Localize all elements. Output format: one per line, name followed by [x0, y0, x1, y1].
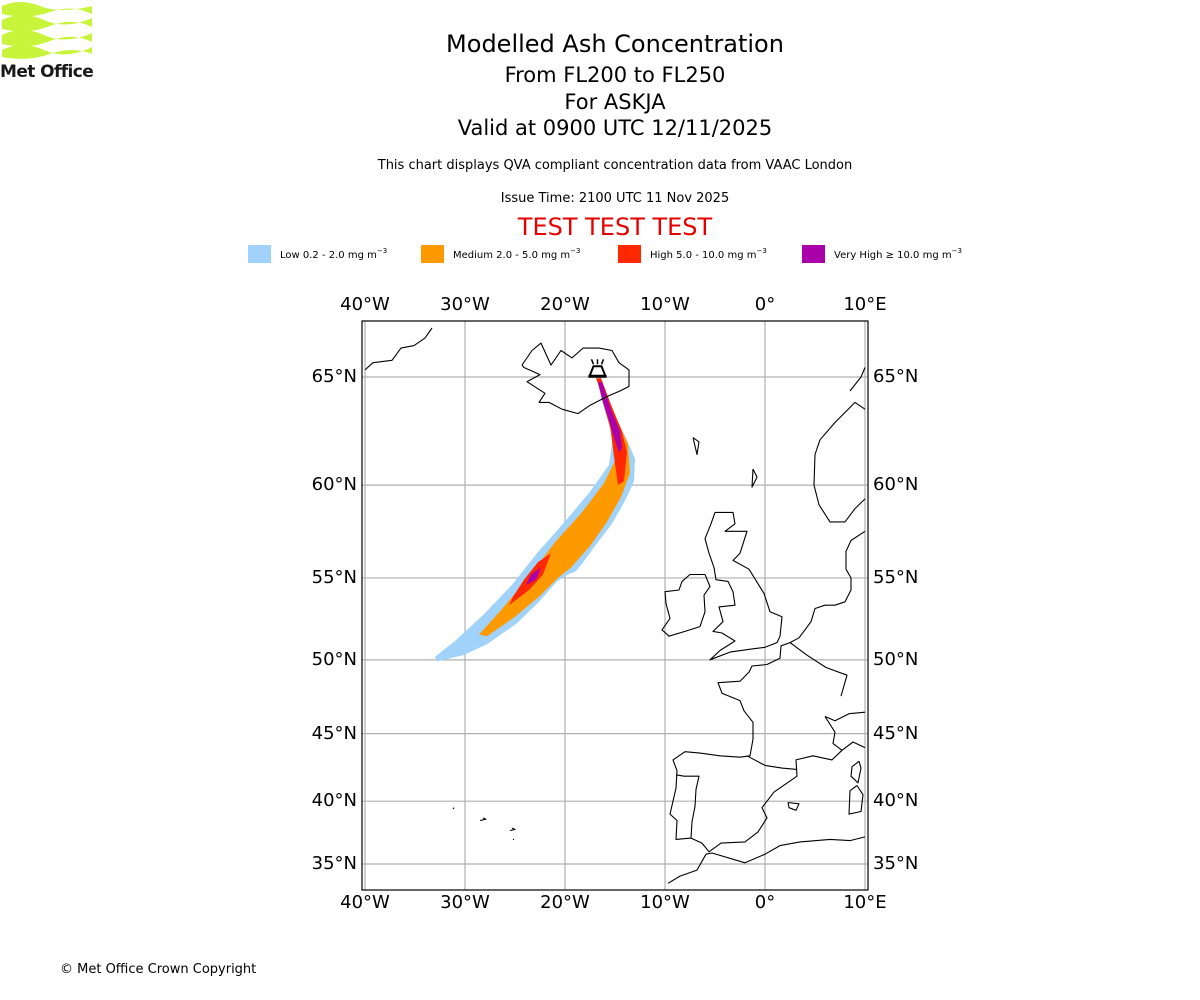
- coastline-great-britain: [704, 511, 783, 661]
- coastline-azores3: [452, 807, 455, 810]
- legend-item-very-high: Very High ≥ 10.0 mg m−3: [802, 244, 962, 264]
- coastline-portugal-spain: [675, 774, 700, 839]
- lon-tick-bottom: 20°W: [540, 892, 590, 913]
- coastline-iceland: [521, 342, 630, 415]
- coastline-africa: [667, 836, 866, 884]
- legend-item-low: Low 0.2 - 2.0 mg m−3: [248, 244, 387, 264]
- lat-tick-right: 35°N: [873, 853, 919, 874]
- legend-swatch-high: [618, 245, 641, 263]
- valid-time: Valid at 0900 UTC 12/11/2025: [457, 116, 773, 140]
- legend-label-very-high: Very High ≥ 10.0 mg m−3: [834, 247, 962, 261]
- met-office-logo: Met Office: [0, 0, 95, 82]
- legend-swatch-medium: [421, 245, 444, 263]
- copyright: © Met Office Crown Copyright: [60, 962, 257, 977]
- legend-item-medium: Medium 2.0 - 5.0 mg m−3: [421, 244, 580, 264]
- lat-tick-right: 60°N: [873, 474, 919, 496]
- coastline-greenland: [364, 327, 433, 371]
- logo-text: Met Office: [0, 62, 94, 82]
- coastline-norway: [813, 401, 866, 523]
- lat-tick-left: 55°N: [311, 566, 357, 588]
- coastline-faroe: [692, 437, 700, 456]
- ash-plume: [435, 377, 635, 662]
- met-office-wave-icon: [2, 2, 92, 59]
- coastline-sardinia: [848, 785, 864, 815]
- ash-region-medium: [479, 378, 630, 637]
- lat-tick-right: 50°N: [873, 648, 919, 670]
- volcano-plume-lines: [590, 359, 605, 365]
- lat-tick-right: 65°N: [873, 366, 919, 387]
- map-frame: [361, 320, 869, 891]
- lon-tick-bottom: 0°: [754, 892, 776, 913]
- graticule: [362, 321, 868, 890]
- legend-label-medium: Medium 2.0 - 5.0 mg m−3: [453, 247, 581, 261]
- test-banner: TEST TEST TEST: [517, 213, 713, 241]
- coastlines: [364, 327, 866, 884]
- ash-region-very-high: [526, 567, 541, 585]
- coastline-alps: [824, 716, 843, 751]
- legend-label-high: High 5.0 - 10.0 mg m−3: [650, 247, 767, 261]
- coastline-norway-north: [849, 367, 866, 392]
- lat-tick-right: 45°N: [873, 722, 919, 744]
- lat-tick-right: 40°N: [873, 790, 919, 812]
- ash-region-high: [596, 378, 627, 486]
- lon-tick-top: 0°: [754, 294, 776, 315]
- coastline-pyrenees: [746, 755, 798, 770]
- lat-tick-left: 60°N: [311, 474, 357, 496]
- lon-tick-top: 20°W: [540, 294, 590, 315]
- lon-tick-top: 40°W: [340, 294, 390, 315]
- coastline-azores: [509, 827, 516, 832]
- compliance-note: This chart displays QVA compliant concen…: [377, 158, 853, 173]
- ash-region-very-high: [598, 381, 622, 453]
- legend-swatch-very-high: [802, 245, 825, 263]
- coastline-france-germany-border: [789, 642, 848, 697]
- lon-tick-top: 30°W: [440, 294, 490, 315]
- lat-tick-left: 50°N: [311, 648, 357, 670]
- coastline-azores2: [479, 817, 487, 822]
- lon-tick-bottom: 40°W: [340, 892, 390, 913]
- volcano-name: For ASKJA: [564, 90, 666, 114]
- legend-item-high: High 5.0 - 10.0 mg m−3: [618, 244, 767, 264]
- coastline-continent-north: [669, 577, 866, 853]
- lat-tick-left: 45°N: [311, 722, 357, 744]
- lon-tick-top: 10°W: [640, 294, 690, 315]
- coastline-ireland: [661, 573, 711, 637]
- lat-tick-left: 40°N: [311, 790, 357, 812]
- lat-tick-left: 35°N: [311, 853, 357, 874]
- lon-tick-bottom: 30°W: [440, 892, 490, 913]
- legend-swatch-low: [248, 245, 271, 263]
- coastline-mallorca: [787, 801, 800, 811]
- lat-tick-right: 55°N: [873, 566, 919, 588]
- lat-tick-left: 65°N: [311, 366, 357, 387]
- coastline-corsica: [850, 760, 862, 784]
- volcano-icon: [588, 359, 607, 378]
- legend-label-low: Low 0.2 - 2.0 mg m−3: [280, 247, 388, 261]
- flight-level-range: From FL200 to FL250: [504, 63, 726, 87]
- issue-time: Issue Time: 2100 UTC 11 Nov 2025: [500, 191, 730, 206]
- coastline-denmark: [845, 530, 866, 579]
- lon-tick-top: 10°E: [843, 294, 887, 315]
- lon-tick-bottom: 10°E: [843, 892, 887, 913]
- coastline-swiss-italy: [824, 711, 866, 722]
- lon-tick-bottom: 10°W: [640, 892, 690, 913]
- chart-title: Modelled Ash Concentration: [446, 30, 784, 58]
- coastline-shetland: [751, 468, 758, 488]
